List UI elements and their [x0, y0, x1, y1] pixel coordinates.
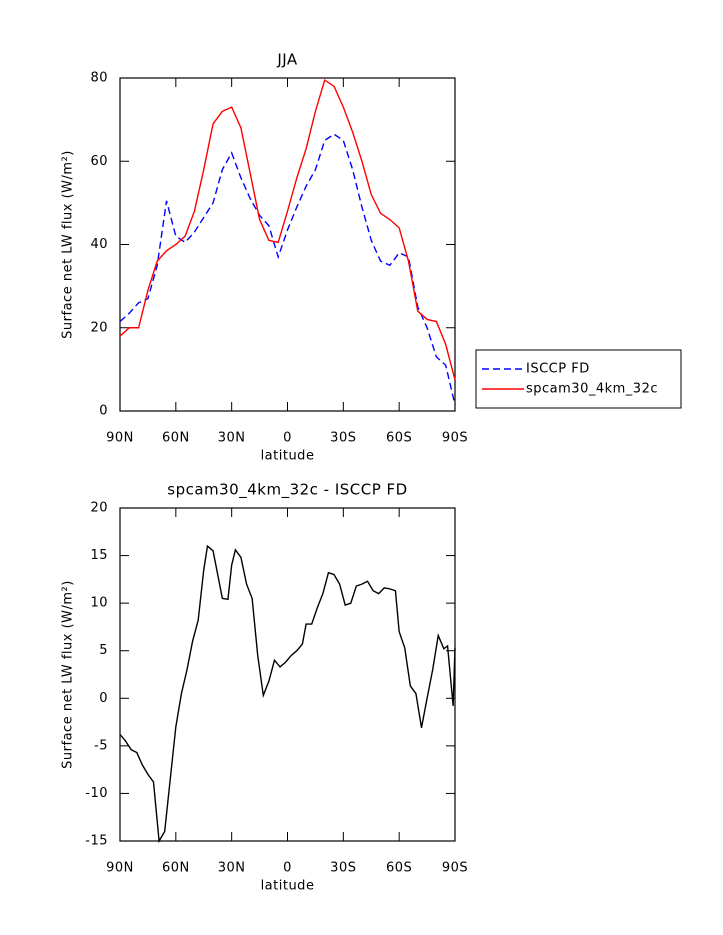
y-tick-label: 20	[90, 501, 108, 516]
x-tick-label: 90N	[106, 861, 134, 876]
y-tick-label: -5	[94, 738, 108, 753]
data-line	[119, 133, 456, 405]
x-axis-label: latitude	[261, 449, 315, 464]
x-tick-label: 90S	[442, 861, 468, 876]
y-tick-label: 0	[99, 691, 108, 706]
y-tick-label: 20	[90, 320, 108, 335]
legend-label: spcam30_4km_32c	[526, 382, 658, 397]
x-tick-label: 30S	[330, 861, 356, 876]
y-tick-label: 5	[99, 643, 108, 658]
y-tick-label: -10	[85, 786, 108, 801]
legend-label: ISCCP FD	[526, 362, 590, 377]
y-tick-label: 80	[90, 71, 108, 86]
x-tick-label: 60N	[162, 861, 190, 876]
x-tick-label: 90N	[106, 431, 134, 446]
data-line	[119, 78, 456, 380]
y-tick-label: 0	[99, 404, 108, 419]
y-tick-label: 40	[90, 237, 108, 252]
data-line	[119, 544, 456, 844]
x-tick-label: 90S	[442, 431, 468, 446]
x-tick-label: 30N	[218, 431, 246, 446]
y-tick-label: 15	[90, 548, 108, 563]
chart-title: JJA	[276, 51, 298, 69]
x-tick-label: 0	[283, 431, 292, 446]
x-axis-label: latitude	[261, 879, 315, 894]
x-tick-label: 60S	[386, 861, 412, 876]
y-axis-label: Surface net LW flux (W/m²)	[61, 580, 76, 769]
x-tick-label: 60S	[386, 431, 412, 446]
y-tick-label: 10	[90, 596, 108, 611]
legend-box	[475, 349, 682, 409]
y-tick-label: -15	[85, 834, 108, 849]
x-tick-label: 30S	[330, 431, 356, 446]
plot-frame	[119, 507, 456, 842]
chart-title: spcam30_4km_32c - ISCCP FD	[167, 481, 407, 500]
x-tick-label: 60N	[162, 431, 190, 446]
x-tick-label: 0	[283, 861, 292, 876]
y-tick-label: 60	[90, 154, 108, 169]
x-tick-label: 30N	[218, 861, 246, 876]
y-axis-label: Surface net LW flux (W/m²)	[61, 150, 76, 339]
plot-frame	[119, 77, 456, 412]
